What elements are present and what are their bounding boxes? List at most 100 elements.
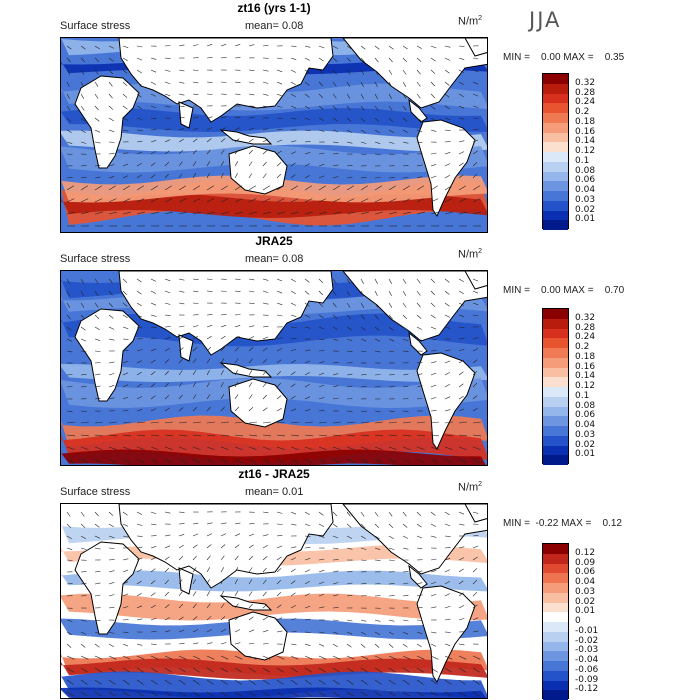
wind-vector <box>360 434 370 437</box>
wind-vector <box>164 591 170 597</box>
wind-vector <box>192 421 201 424</box>
wind-vector <box>108 69 114 75</box>
colorbar-swatch <box>543 592 568 603</box>
contour-band <box>61 130 487 152</box>
wind-vector <box>262 446 271 450</box>
wind-vector <box>304 81 310 86</box>
wind-vector <box>430 631 437 634</box>
wind-vector <box>444 558 451 561</box>
wind-vector <box>360 57 365 63</box>
wind-vector <box>290 278 296 282</box>
min-max-label: MIN = -0.22 MAX = 0.12 <box>503 518 622 529</box>
wind-vector <box>108 105 114 110</box>
wind-vector <box>430 372 437 376</box>
wind-vector <box>276 545 283 549</box>
wind-vector <box>444 290 450 295</box>
wind-vector <box>192 642 199 645</box>
contour-band <box>61 364 487 382</box>
wind-vector <box>472 630 479 633</box>
wind-vector <box>472 523 479 525</box>
wind-vector <box>94 523 100 528</box>
wind-vector <box>248 603 253 609</box>
wind-vector <box>122 163 129 167</box>
wind-vector <box>304 618 311 621</box>
wind-vector <box>290 511 297 515</box>
wind-vector <box>276 185 284 191</box>
wind-vector <box>444 691 452 697</box>
wind-vector <box>80 350 87 353</box>
colorbar-tick-label: 0.18 <box>575 116 596 127</box>
wind-vector <box>108 570 115 573</box>
wind-vector <box>416 57 422 62</box>
wind-vector <box>332 45 339 49</box>
wind-vector <box>486 447 487 448</box>
wind-vector <box>402 302 407 308</box>
wind-vector <box>416 302 421 308</box>
wind-vector <box>430 326 437 330</box>
wind-vector <box>304 105 310 110</box>
colorbar-swatch <box>543 612 568 622</box>
wind-vector <box>262 655 271 660</box>
wind-vector <box>472 691 480 697</box>
wind-vector <box>444 185 452 191</box>
wind-vector <box>262 679 270 685</box>
wind-vector <box>192 434 202 437</box>
wind-vector <box>346 93 351 99</box>
wind-vector <box>318 278 324 284</box>
wind-vector <box>94 290 99 296</box>
wind-vector <box>304 141 311 143</box>
wind-vector <box>220 116 227 119</box>
wind-vector <box>66 105 71 111</box>
wind-vector <box>290 211 299 215</box>
wind-vector <box>178 511 185 513</box>
wind-vector <box>192 667 200 673</box>
wind-vector <box>164 69 171 72</box>
wind-vector <box>262 185 270 191</box>
wind-vector <box>248 629 255 633</box>
wind-vector <box>472 511 479 514</box>
wind-vector <box>178 211 187 215</box>
colorbar-tick-label: 0.06 <box>575 175 596 186</box>
wind-vector <box>94 164 101 167</box>
wind-vector <box>290 162 296 167</box>
colorbar-tick-label: 0.02 <box>575 596 596 607</box>
wind-vector <box>94 105 99 111</box>
colorbar-swatch <box>543 142 568 152</box>
wind-vector <box>416 582 423 585</box>
wind-vector <box>206 81 213 83</box>
colorbar-swatch <box>543 171 568 182</box>
wind-vector <box>122 105 128 110</box>
wind-vector <box>248 446 257 450</box>
contour-band <box>61 429 487 463</box>
wind-vector <box>234 138 240 143</box>
wind-vector <box>164 302 171 305</box>
wind-vector <box>290 348 297 352</box>
wind-vector <box>80 69 85 75</box>
wind-vector <box>122 117 129 121</box>
wind-vector <box>444 655 453 660</box>
wind-vector <box>178 691 186 697</box>
wind-vector <box>472 421 481 424</box>
wind-vector <box>136 511 143 515</box>
wind-vector <box>122 523 129 527</box>
wind-vector <box>486 643 487 644</box>
wind-vector <box>234 629 241 633</box>
wind-vector <box>248 691 256 697</box>
wind-vector <box>332 655 341 660</box>
wind-vector <box>150 408 157 412</box>
wind-vector <box>206 370 210 376</box>
wind-vector <box>360 643 366 648</box>
wind-vector <box>304 558 311 561</box>
wind-vector <box>458 371 464 376</box>
colorbar-tick-label: 0.03 <box>575 429 596 440</box>
wind-vector <box>486 129 487 130</box>
wind-vector <box>164 290 171 294</box>
wind-vector <box>346 185 354 191</box>
wind-vector <box>276 667 284 673</box>
continent-outline <box>178 101 194 129</box>
wind-vector <box>374 583 381 585</box>
wind-vector <box>136 185 144 191</box>
wind-vector <box>290 57 297 60</box>
continent-outline <box>118 504 334 589</box>
wind-vector <box>276 591 282 597</box>
